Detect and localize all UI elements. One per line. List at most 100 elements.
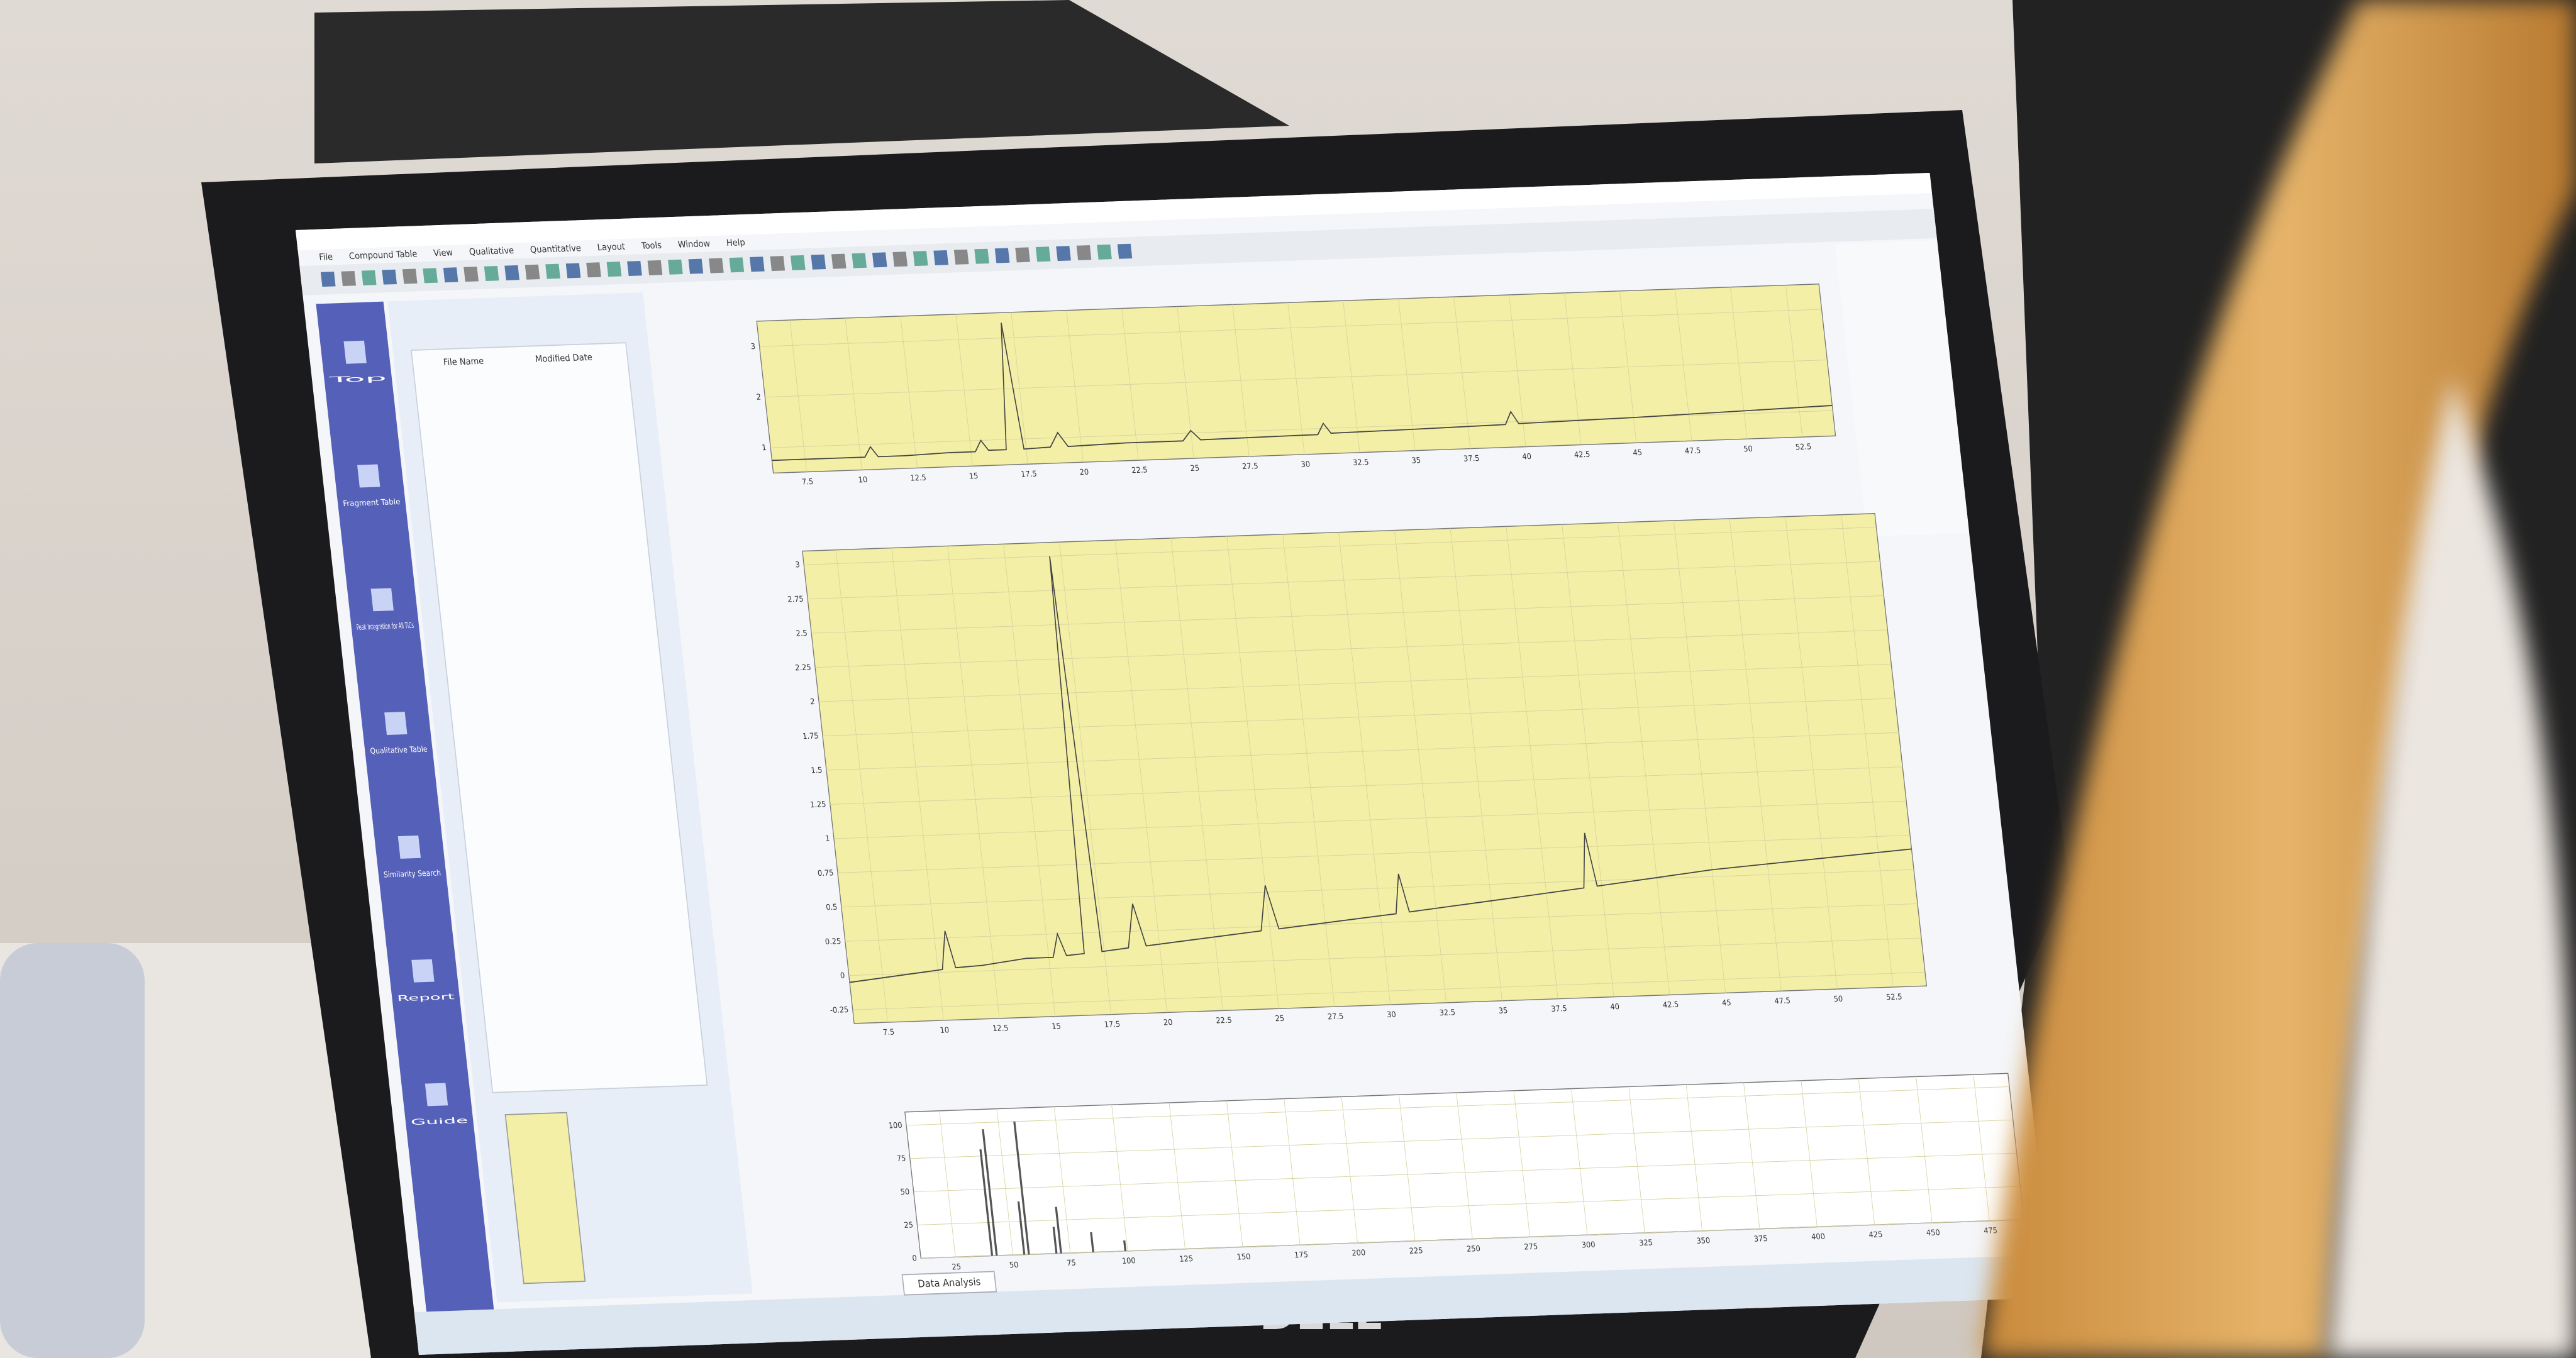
toolbar-icon[interactable] <box>361 270 377 285</box>
toolbar-icon[interactable] <box>402 268 418 284</box>
x-tick-label: 32.5 <box>1352 458 1369 467</box>
menu-item[interactable]: Layout <box>597 241 626 253</box>
sidebar-icon[interactable] <box>425 1083 448 1107</box>
y-tick-label: 100 <box>888 1120 902 1130</box>
toolbar-icon[interactable] <box>729 257 745 273</box>
grid-line <box>1338 532 1391 1005</box>
x-tick-label: 45 <box>1633 448 1643 457</box>
toolbar-icon[interactable] <box>994 248 1010 263</box>
spectrum-bar <box>982 1129 998 1256</box>
toolbar-icon[interactable] <box>688 258 704 274</box>
toolbar-icon[interactable] <box>443 267 458 283</box>
x-tick-label: 47.5 <box>1684 446 1701 455</box>
toolbar-icon[interactable] <box>750 257 765 272</box>
toolbar-icon[interactable] <box>852 253 867 268</box>
toolbar-icon[interactable] <box>382 269 397 285</box>
sidebar-label[interactable]: Similarity Search <box>383 868 441 880</box>
toolbar-icon[interactable] <box>831 253 847 269</box>
grid-line <box>1058 542 1112 1015</box>
menu-item[interactable]: Window <box>677 238 711 250</box>
x-tick-label: 30 <box>1386 1010 1396 1019</box>
spectrum-bar <box>1052 1227 1058 1254</box>
sidebar <box>316 301 499 1355</box>
x-tick-label: 45 <box>1721 998 1731 1007</box>
tab[interactable] <box>901 1271 997 1296</box>
toolbar-icon[interactable] <box>668 259 683 275</box>
toolbar-icon[interactable] <box>974 248 989 264</box>
toolbar-icon[interactable] <box>504 265 519 280</box>
toolbar-icon[interactable] <box>709 258 724 273</box>
toolbar-icon[interactable] <box>811 254 826 270</box>
x-tick-label: 300 <box>1581 1240 1596 1249</box>
y-tick-label: 2 <box>809 697 815 706</box>
toolbar-icon[interactable] <box>1117 243 1133 259</box>
x-tick-label: 350 <box>1696 1236 1711 1245</box>
x-tick-label: 37.5 <box>1463 453 1480 463</box>
menu-item[interactable]: File <box>318 251 333 262</box>
x-tick-label: 52.5 <box>1795 442 1812 451</box>
sidebar-label[interactable]: Peak Integration for All TICs <box>356 621 414 632</box>
x-tick-label: 200 <box>1352 1248 1366 1257</box>
toolbar-icon[interactable] <box>1076 245 1092 260</box>
menu-item[interactable]: Help <box>726 238 745 249</box>
sidebar-icon[interactable] <box>384 712 408 736</box>
toolbar-icon[interactable] <box>586 262 601 278</box>
grid-line <box>1841 514 1894 988</box>
toolbar-icon[interactable] <box>647 260 663 275</box>
grid-line <box>1226 536 1279 1009</box>
sidebar-icon[interactable] <box>370 588 394 612</box>
x-tick-label: 15 <box>1052 1022 1062 1031</box>
sidebar-icon[interactable] <box>357 464 380 488</box>
sidebar-icon[interactable] <box>411 959 435 983</box>
sidebar-label[interactable]: Qualitative Table <box>370 744 428 756</box>
toolbar-icon[interactable] <box>933 250 948 265</box>
toolbar-icon[interactable] <box>423 268 438 284</box>
sidebar-label[interactable]: Report <box>397 992 455 1003</box>
grid-line <box>1284 1098 1301 1245</box>
menu-item[interactable]: Quantitative <box>530 243 582 256</box>
toolbar-icon[interactable] <box>341 270 357 286</box>
toolbar-icon[interactable] <box>320 272 336 287</box>
x-tick-label: 50 <box>1833 994 1843 1003</box>
sidebar-icon[interactable] <box>397 835 421 859</box>
toolbar-icon[interactable] <box>606 262 622 277</box>
tab-label[interactable]: Data Analysis <box>917 1276 981 1289</box>
toolbar-icon[interactable] <box>1097 244 1112 260</box>
toolbar-icon[interactable] <box>953 249 969 265</box>
toolbar-icon[interactable] <box>913 251 928 267</box>
grid-line <box>1343 301 1360 453</box>
toolbar-icon[interactable] <box>770 256 786 272</box>
toolbar-icon[interactable] <box>1056 246 1071 262</box>
toolbar-icon[interactable] <box>790 255 806 270</box>
grid-line <box>1169 1103 1185 1249</box>
grid-line <box>1114 540 1167 1013</box>
toolbar-icon[interactable] <box>1035 246 1051 262</box>
grid-line <box>1509 294 1526 447</box>
grid-line <box>1571 1088 1588 1235</box>
toolbar-icon[interactable] <box>1015 247 1030 263</box>
toolbar-icon[interactable] <box>892 251 908 267</box>
menu-item[interactable]: Tools <box>640 240 662 251</box>
y-tick-label: 2.25 <box>794 663 811 672</box>
sidebar-label[interactable]: Top <box>326 373 387 385</box>
grid-line <box>1973 1074 1990 1221</box>
toolbar-icon[interactable] <box>627 261 642 277</box>
toolbar-icon[interactable] <box>484 266 499 281</box>
x-tick-label: 42.5 <box>1662 1000 1679 1009</box>
y-tick-label: 0.75 <box>817 868 834 878</box>
menu-item[interactable]: Qualitative <box>469 245 514 257</box>
x-tick-label: 425 <box>1868 1230 1883 1239</box>
x-tick-label: 275 <box>1524 1242 1538 1251</box>
y-tick-label: 1.25 <box>809 800 826 809</box>
menu-item[interactable]: Compound Table <box>348 249 418 262</box>
sidebar-label[interactable]: Fragment Table <box>343 497 401 509</box>
sidebar-label[interactable]: Guide <box>410 1115 469 1127</box>
toolbar-icon[interactable] <box>545 263 560 279</box>
toolbar-icon[interactable] <box>565 263 581 279</box>
menu-item[interactable]: View <box>433 248 453 259</box>
toolbar-icon[interactable] <box>464 267 479 282</box>
grid-line <box>1618 522 1670 995</box>
sidebar-icon[interactable] <box>343 340 367 364</box>
toolbar-icon[interactable] <box>525 264 540 280</box>
toolbar-icon[interactable] <box>872 252 887 268</box>
